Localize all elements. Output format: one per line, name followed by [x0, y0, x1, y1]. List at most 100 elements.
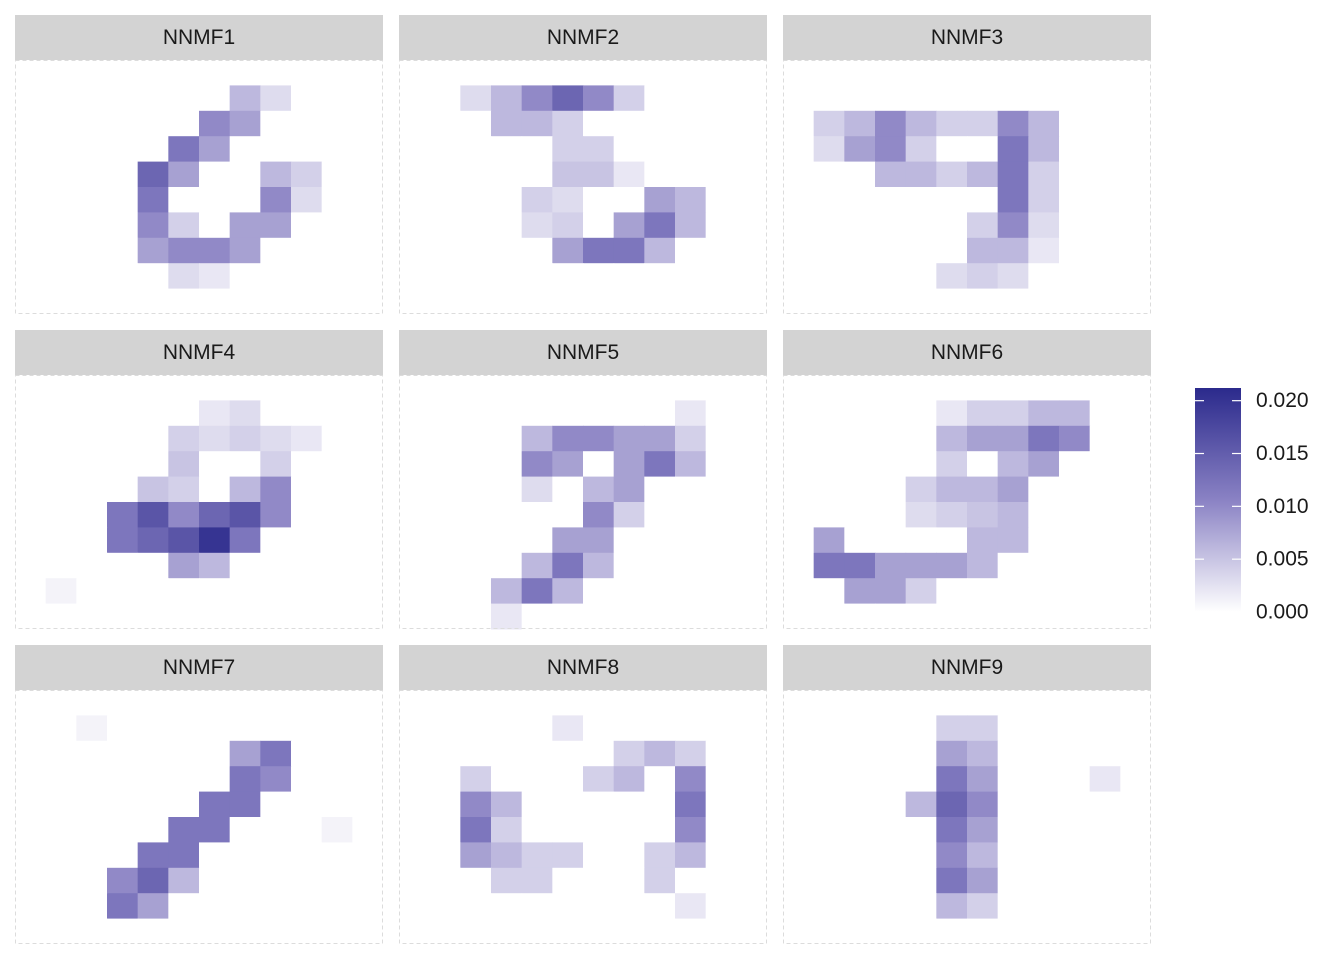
- heatmap-cell: [1028, 893, 1060, 920]
- heatmap-cell: [15, 288, 47, 315]
- heatmap-cell: [552, 918, 584, 945]
- heatmap-cell: [552, 212, 584, 239]
- heatmap-cell: [15, 842, 47, 869]
- heatmap-cell: [1120, 187, 1152, 213]
- heatmap-cell: [107, 451, 139, 478]
- heatmap-cell: [352, 690, 384, 716]
- heatmap-cell: [107, 893, 139, 920]
- heatmap-cell: [875, 817, 907, 843]
- heatmap-cell: [107, 690, 139, 716]
- heatmap-cell: [137, 715, 169, 742]
- heatmap-cell: [352, 766, 384, 793]
- heatmap-cell: [45, 817, 77, 843]
- heatmap-cell: [199, 85, 231, 112]
- heatmap-cell: [229, 740, 261, 767]
- heatmap-cell: [1120, 918, 1152, 945]
- heatmap-cell: [644, 136, 676, 163]
- heatmap-cell: [552, 715, 584, 742]
- heatmap-cell: [675, 766, 707, 793]
- heatmap-cell: [15, 766, 47, 793]
- heatmap-cell: [260, 893, 292, 920]
- heatmap-cell: [705, 893, 737, 920]
- heatmap-cell: [905, 842, 937, 869]
- heatmap-cell: [705, 375, 737, 401]
- heatmap-cell: [936, 476, 968, 503]
- heatmap-cell: [199, 690, 231, 716]
- heatmap-cell: [997, 842, 1029, 869]
- heatmap-cell: [1120, 110, 1152, 137]
- heatmap-cell: [1120, 60, 1152, 86]
- heatmap-cell: [199, 110, 231, 137]
- heatmap-cell: [491, 527, 523, 554]
- heatmap-cell: [705, 212, 737, 239]
- heatmap-cell: [1089, 375, 1121, 401]
- heatmap-cell: [260, 740, 292, 767]
- heatmap-cell: [997, 791, 1029, 818]
- heatmap-cell: [675, 375, 707, 401]
- heatmap-cell: [260, 791, 292, 818]
- heatmap-cell: [1028, 715, 1060, 742]
- heatmap-cell: [491, 451, 523, 478]
- heatmap-cell: [844, 161, 876, 188]
- heatmap-cell: [107, 85, 139, 112]
- heatmap-cell: [491, 893, 523, 920]
- heatmap-cell: [813, 451, 845, 478]
- heatmap-cell: [1059, 375, 1091, 401]
- heatmap-cell: [936, 766, 968, 793]
- heatmap-cell: [107, 187, 139, 213]
- heatmap-cell: [107, 867, 139, 894]
- heatmap-cell: [675, 451, 707, 478]
- heatmap-cell: [736, 842, 768, 869]
- heatmap-cell: [491, 288, 523, 315]
- heatmap-cell: [552, 136, 584, 163]
- heatmap-cell: [967, 893, 999, 920]
- heatmap-cell: [460, 212, 492, 239]
- heatmap-cell: [76, 867, 108, 894]
- heatmap-cell: [1059, 918, 1091, 945]
- heatmap-cell: [168, 187, 200, 213]
- heatmap-cell: [675, 187, 707, 213]
- heatmap-cell: [460, 552, 492, 579]
- heatmap-cell: [1120, 136, 1152, 163]
- heatmap-cell: [229, 578, 261, 605]
- heatmap-cell: [936, 451, 968, 478]
- heatmap-cell: [583, 867, 615, 894]
- heatmap-cell: [15, 502, 47, 528]
- heatmap-cell: [321, 527, 353, 554]
- heatmap-cell: [1059, 502, 1091, 528]
- heatmap-cell: [107, 161, 139, 188]
- heatmap-cell: [429, 60, 461, 86]
- heatmap-cell: [1059, 817, 1091, 843]
- heatmap-cell: [644, 603, 676, 630]
- heatmap-cell: [491, 425, 523, 452]
- heatmap-cell: [936, 842, 968, 869]
- heatmap-cell: [460, 715, 492, 742]
- heatmap-cell: [199, 187, 231, 213]
- heatmap-cell: [936, 425, 968, 452]
- heatmap-cell: [76, 690, 108, 716]
- heatmap-cell: [460, 161, 492, 188]
- heatmap-cell: [1059, 527, 1091, 554]
- heatmap-cell: [644, 690, 676, 716]
- heatmap-cell: [1120, 527, 1152, 554]
- heatmap-cell: [45, 502, 77, 528]
- heatmap-cell: [491, 476, 523, 503]
- heatmap-cell: [875, 842, 907, 869]
- heatmap-cell: [229, 400, 261, 427]
- heatmap-cell: [583, 451, 615, 478]
- heatmap-cell: [1059, 893, 1091, 920]
- heatmap-cell: [199, 288, 231, 315]
- heatmap-cell: [552, 187, 584, 213]
- heatmap-cell: [583, 375, 615, 401]
- heatmap-cell: [137, 375, 169, 401]
- heatmap-cell: [705, 263, 737, 290]
- heatmap-cell: [783, 867, 815, 894]
- heatmap-cell: [783, 791, 815, 818]
- heatmap-cell: [1120, 263, 1152, 290]
- heatmap-cell: [875, 375, 907, 401]
- heatmap-cell: [137, 766, 169, 793]
- heatmap-cell: [168, 766, 200, 793]
- heatmap-cell: [352, 110, 384, 137]
- heatmap-cell: [76, 715, 108, 742]
- heatmap-cell: [644, 110, 676, 137]
